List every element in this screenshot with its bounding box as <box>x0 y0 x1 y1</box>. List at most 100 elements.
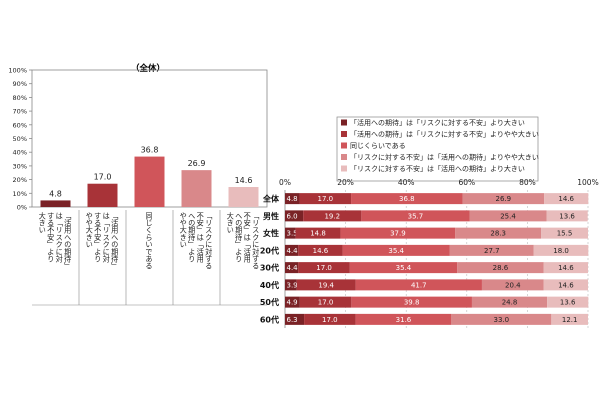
segment-value-label: 19.4 <box>318 281 334 289</box>
bar-segment <box>298 244 343 256</box>
legend-label: 「リスクに対する不安」は「活用への期待」より大きい <box>350 164 525 173</box>
y-tick-label: 100% <box>8 67 27 75</box>
x-tick-label: 20% <box>337 178 354 187</box>
segment-value-label: 36.8 <box>399 195 415 203</box>
y-tick-label: 20% <box>13 176 27 184</box>
bar-segment <box>471 296 548 308</box>
bar-segment <box>285 227 296 239</box>
segment-value-label: 17.0 <box>316 264 332 272</box>
bar-segment <box>285 262 299 274</box>
segment-value-label: 28.6 <box>493 264 509 272</box>
segment-value-label: 4.8 <box>287 195 298 203</box>
legend-swatch <box>341 131 347 137</box>
category-label-line: する不安」より <box>94 212 103 263</box>
segment-value-label: 3.9 <box>287 281 298 289</box>
segment-value-label: 27.7 <box>484 247 500 255</box>
bar-segment <box>551 313 588 325</box>
legend-swatch <box>341 119 347 126</box>
segment-value-label: 17.0 <box>318 195 334 203</box>
segment-value-label: 17.0 <box>318 299 334 307</box>
segment-value-label: 26.9 <box>496 195 512 203</box>
category-label-line: 大きい <box>38 211 47 233</box>
y-tick-label: 60% <box>13 121 27 129</box>
y-category-label: 全体 <box>262 194 280 204</box>
legend-swatch <box>341 154 347 160</box>
category-label-line: は「リスクに対 <box>55 212 64 263</box>
bar-segment <box>285 296 300 308</box>
segment-value-label: 39.8 <box>404 299 420 307</box>
category-label-line: 不安」は「活用 <box>243 212 252 264</box>
segment-value-label: 4.9 <box>287 299 298 307</box>
bar <box>181 170 212 207</box>
bar-value-label: 36.8 <box>141 146 159 155</box>
segment-value-label: 25.4 <box>500 212 516 220</box>
bar <box>40 200 71 207</box>
segment-value-label: 24.8 <box>502 299 518 307</box>
segment-value-label: 20.4 <box>505 281 521 289</box>
category-label-line: 「リスクに対する <box>205 212 214 270</box>
bar-segment <box>543 262 588 274</box>
bar-value-label: 26.9 <box>188 159 206 168</box>
overall-bar-chart: （全体） 0% 10% 20% 30% 40% 50% 60% 70% 80% 90% 100% 4.… <box>8 63 268 306</box>
legend-label: 「リスクに対する不安」は「活用への期待」よりやや大きい <box>350 153 539 162</box>
bar-segment <box>285 313 305 325</box>
category-label-line: 同じくらいである <box>145 212 154 270</box>
x-tick-label: 0% <box>279 178 291 187</box>
bar-segment <box>304 313 356 325</box>
category-label-line: 大きい <box>226 211 235 233</box>
bar-segment <box>296 279 356 291</box>
x-tick-label: 60% <box>458 178 475 187</box>
y-category-label: 60代 <box>260 314 279 324</box>
segment-value-label: 33.0 <box>494 316 510 324</box>
y-tick-label: 40% <box>13 149 27 157</box>
bar-segment <box>342 244 450 256</box>
bar-segment <box>285 210 304 222</box>
bar-segment <box>298 262 350 274</box>
segment-value-label: 6.0 <box>287 212 298 220</box>
stacked-bar-chart: 「活用への期待」は「リスクに対する不安」より大きい「活用への期待」は「リスクに対… <box>260 116 599 328</box>
bar-segment <box>546 210 588 222</box>
y-tick-label: 0% <box>17 204 27 212</box>
x-category-label: 「リスクに対する不安」は「活用への期待」よりやや大きい <box>179 212 214 270</box>
bar-segment <box>462 193 545 205</box>
y-category-label: 20代 <box>260 245 279 255</box>
category-label-line: への期待」より <box>235 212 244 263</box>
x-category-label: 「リスクに対する不安」は「活用への期待」より大きい <box>226 211 261 269</box>
segment-value-label: 14.8 <box>310 230 326 238</box>
y-tick-label: 10% <box>13 190 27 198</box>
y-category-label: 女性 <box>263 228 279 238</box>
bar-segment <box>541 227 588 239</box>
x-category-label: 同じくらいである <box>145 212 154 270</box>
y-tick-label: 30% <box>13 162 27 170</box>
bar <box>228 186 259 207</box>
bar-segment <box>533 244 589 256</box>
segment-value-label: 6.3 <box>287 316 298 324</box>
category-label-line: 「活用への期待」 <box>64 212 73 270</box>
category-label-line: やや大きい <box>179 212 188 248</box>
segment-value-label: 35.4 <box>388 247 404 255</box>
segment-value-label: 31.6 <box>396 316 412 324</box>
segment-value-label: 13.6 <box>559 212 575 220</box>
category-label-line: 「リスクに対する <box>252 212 261 270</box>
segment-value-label: 14.6 <box>558 195 574 203</box>
legend-swatch <box>341 142 347 149</box>
bar-value-label: 17.0 <box>94 173 112 182</box>
bar-segment <box>351 296 472 308</box>
bar-segment <box>285 244 299 256</box>
bar <box>134 156 165 207</box>
category-label-line: やや大きい <box>85 212 94 248</box>
category-label-line: 不安」は「活用 <box>196 212 205 264</box>
bar-segment <box>295 227 341 239</box>
x-tick-label: 80% <box>519 178 536 187</box>
bar-segment <box>351 193 463 205</box>
bar-segment <box>481 279 544 291</box>
segment-value-label: 41.7 <box>411 281 427 289</box>
legend-label: 「活用への期待」は「リスクに対する不安」より大きい <box>350 118 525 127</box>
category-label-line: への期待」より <box>188 212 197 263</box>
legend-swatch <box>341 165 347 172</box>
category-label-line: する不安」より <box>47 212 56 263</box>
bar-segment <box>355 279 482 291</box>
bar-segment <box>340 227 456 239</box>
